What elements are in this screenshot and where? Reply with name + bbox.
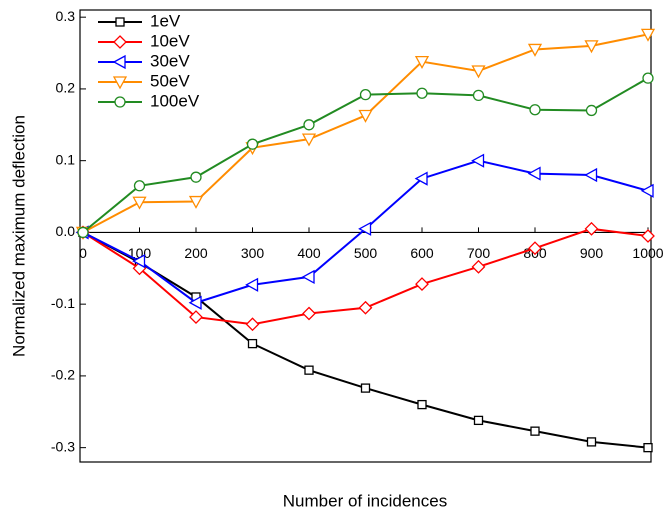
marker <box>641 229 655 243</box>
legend-label: 1eV <box>150 11 181 30</box>
marker <box>643 443 653 453</box>
marker <box>358 221 372 236</box>
y-tick-label: -0.3 <box>51 438 75 454</box>
marker <box>640 183 654 198</box>
marker <box>584 167 598 183</box>
x-tick-label: 200 <box>184 245 208 261</box>
x-tick-label: 700 <box>467 245 491 261</box>
marker <box>640 28 656 42</box>
marker <box>114 96 126 108</box>
marker <box>112 54 126 70</box>
y-tick-label: -0.2 <box>51 367 75 383</box>
marker <box>530 426 540 436</box>
marker <box>527 43 543 57</box>
marker <box>360 383 371 393</box>
marker <box>584 40 599 54</box>
marker <box>115 17 125 27</box>
marker <box>414 171 428 186</box>
marker <box>304 365 314 375</box>
marker <box>190 171 202 183</box>
marker <box>245 277 259 292</box>
marker <box>132 254 146 269</box>
marker <box>416 87 428 99</box>
x-tick-label: 900 <box>580 245 604 261</box>
marker <box>247 338 258 349</box>
marker <box>584 221 599 236</box>
marker <box>417 399 427 410</box>
y-tick-label: 0.2 <box>56 80 76 96</box>
marker <box>359 89 372 101</box>
marker <box>586 437 597 447</box>
legend-label: 100eV <box>150 91 200 110</box>
marker <box>529 104 541 116</box>
x-tick-label: 1000 <box>632 245 663 261</box>
y-axis-label: Normalized maximum deflection <box>9 115 28 357</box>
line <box>82 231 649 449</box>
marker <box>245 317 260 332</box>
marker <box>188 195 204 209</box>
x-tick-label: 600 <box>410 245 434 261</box>
marker <box>527 166 541 181</box>
marker <box>642 72 654 84</box>
x-axis-label: Number of incidences <box>283 491 447 510</box>
marker <box>302 306 316 321</box>
x-tick-label: 500 <box>354 245 378 261</box>
y-tick-label: 0.3 <box>56 8 76 24</box>
marker <box>301 133 317 147</box>
marker <box>358 109 373 123</box>
y-tick-label: -0.1 <box>51 295 75 311</box>
marker <box>585 104 598 117</box>
marker <box>473 415 484 426</box>
marker <box>133 180 146 192</box>
y-tick-label: 0.1 <box>56 151 76 167</box>
marker <box>112 76 128 90</box>
x-tick-label: 400 <box>297 245 321 261</box>
marker <box>113 35 127 49</box>
x-tick-label: 300 <box>241 245 265 261</box>
marker <box>132 196 147 210</box>
marker <box>471 153 485 168</box>
marker <box>246 138 259 150</box>
marker <box>472 89 485 102</box>
marker <box>415 277 429 291</box>
y-tick-label: 0.0 <box>56 223 76 239</box>
legend-label: 50eV <box>150 71 190 90</box>
marker <box>471 65 486 79</box>
marker <box>528 241 542 256</box>
legend-label: 30eV <box>150 51 190 70</box>
marker <box>189 310 203 324</box>
marker <box>358 300 373 315</box>
x-tick-label: 0 <box>79 245 87 261</box>
marker <box>303 119 315 131</box>
marker <box>414 56 430 70</box>
marker <box>471 259 486 274</box>
marker <box>77 226 89 239</box>
marker <box>301 269 315 284</box>
legend-label: 10eV <box>150 31 190 50</box>
marker <box>188 295 202 310</box>
